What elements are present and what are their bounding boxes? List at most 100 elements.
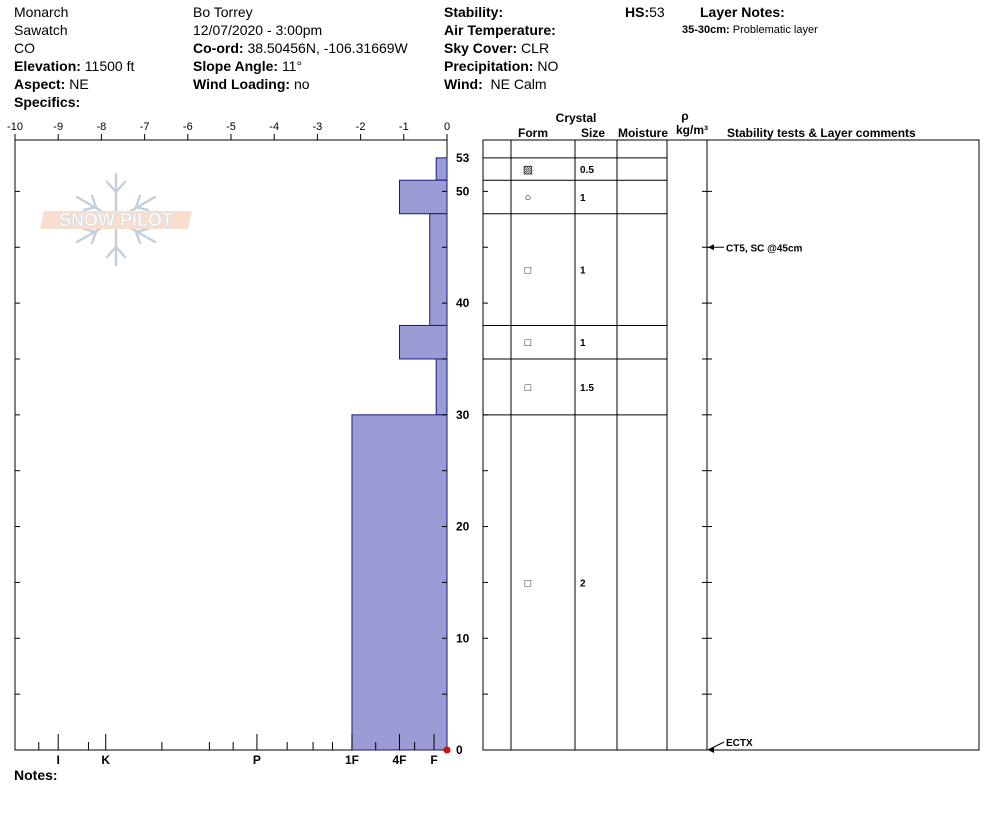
hardness-scale-axis: I K P 1F 4F F [38,734,438,767]
hs-value: 53 [649,4,665,20]
location-range: Sawatch [14,22,68,38]
hs-row: HS:53 [625,3,665,21]
layer-note-text: Problematic layer [732,24,818,36]
x-tick-label: -5 [226,121,236,133]
table-headers: Crystal Form Size Moisture ρ kg/m³ Stabi… [518,109,916,140]
ground-marker [443,746,451,754]
air-temp-row: Air Temperature: [444,21,558,39]
x-tick-label: -1 [399,121,409,133]
crystal-form: □ [525,337,532,349]
crystal-form: □ [525,382,532,394]
elevation-label: Elevation: [14,58,81,74]
crystal-size: 1 [580,338,586,349]
crystal-size: 1 [580,193,586,204]
crystal-form: ○ [525,192,532,204]
slope-row: Slope Angle: 11° [193,57,408,75]
aspect-label: Aspect: [14,76,66,92]
observer-block: Bo Torrey 12/07/2020 - 3:00pm Co-ord: 38… [193,3,408,93]
coord-row: Co-ord: 38.50456N, -106.31669W [193,39,408,57]
wind-loading-row: Wind Loading: no [193,75,408,93]
x-tick-label: -4 [269,121,279,133]
coord-label: Co-ord: [193,40,244,56]
hardness-bars [351,157,448,751]
header-density-unit: kg/m³ [676,123,708,137]
sky-row: Sky Cover: CLR [444,39,558,57]
test-label: ECTX [726,738,753,749]
hardness-tick-label: K [101,753,110,767]
hs-label: HS: [625,4,650,20]
header-form: Form [518,126,548,140]
sky-label: Sky Cover: [444,40,518,56]
precip-label: Precipitation: [444,58,534,74]
wind-loading-value: no [293,76,310,92]
aspect-row: Aspect: NE [14,75,134,93]
crystal-size: 0.5 [580,165,594,176]
x-tick-label: -9 [53,121,63,133]
hardness-x-axis: -10 -9 -8 -7 -6 -5 -4 -3 -2 -1 0 [7,121,450,140]
y-tick-label: 30 [456,408,470,422]
wind-row: Wind: NE Calm [444,75,558,93]
precip-row: Precipitation: NO [444,57,558,75]
y-tick-label: 10 [456,631,470,645]
stability-tests: CT5, SC @45cm ECTX [707,243,803,753]
test-arrowhead [708,244,714,251]
observer-name: Bo Torrey [193,4,253,20]
hardness-tick-label: F [430,753,437,767]
header-moisture: Moisture [618,126,668,140]
x-tick-label: -8 [97,121,107,133]
crystal-form: □ [525,577,532,589]
y-tick-label: 53 [456,151,470,165]
x-tick-label: -10 [7,121,23,133]
logo-text: SNOW PILOT [59,210,173,230]
header-comments: Stability tests & Layer comments [727,126,916,140]
hardness-bar [398,179,448,215]
location-block: Monarch Sawatch CO Elevation: 11500 ft A… [14,3,134,111]
header-rho: ρ [681,109,688,123]
layer-note-range: 35-30cm: [682,24,730,36]
hardness-tick-label: 1F [345,753,359,767]
crystal-size: 2 [580,578,586,589]
air-temp-label: Air Temperature: [444,22,556,38]
slope-label: Slope Angle: [193,58,279,74]
layer-table [482,139,980,751]
stability-label: Stability: [444,4,504,20]
crystal-form: □ [525,265,532,277]
header-size: Size [581,126,605,140]
hardness-bar [351,414,448,751]
specifics-row: Specifics: [14,93,134,111]
y-tick-label: 40 [456,296,470,310]
notes-row: Notes: [14,766,58,784]
x-tick-label: -3 [313,121,323,133]
aspect-value: NE [69,76,89,92]
header-crystal: Crystal [556,111,597,125]
wind-value: NE Calm [490,76,547,92]
hardness-bar [435,358,448,416]
table-rows: ▨ 0.5 ○ 1 □ 1 □ 1 □ 1.5 □ 2 [483,157,667,589]
location-area: Monarch [14,4,69,20]
hardness-bar [429,213,448,326]
location-state: CO [14,40,35,56]
snowpilot-logo: SNOW PILOT [40,172,192,267]
hardness-bar [398,324,448,360]
wind-label: Wind: [444,76,483,92]
hardness-tick-label: I [57,753,60,767]
notes-label: Notes: [14,767,58,783]
test-label: CT5, SC @45cm [726,243,803,254]
wind-loading-label: Wind Loading: [193,76,291,92]
x-tick-label: -2 [356,121,366,133]
observation-datetime: 12/07/2020 - 3:00pm [193,22,323,38]
hardness-bar [435,157,448,181]
hardness-tick-label: 4F [392,753,406,767]
y-tick-label: 0 [456,743,463,757]
crystal-size: 1.5 [580,383,594,394]
slope-value: 11° [281,58,303,74]
x-tick-label: -7 [140,121,150,133]
x-tick-label: -6 [183,121,193,133]
specifics-label: Specifics: [14,94,81,110]
layer-notes-heading: Layer Notes: [700,4,785,20]
coord-value: 38.50456N, -106.31669W [247,40,408,56]
precip-value: NO [537,58,559,74]
test-arrowhead [708,747,714,753]
conditions-block: Stability: Air Temperature: Sky Cover: C… [444,3,558,93]
x-tick-label: 0 [444,121,450,133]
